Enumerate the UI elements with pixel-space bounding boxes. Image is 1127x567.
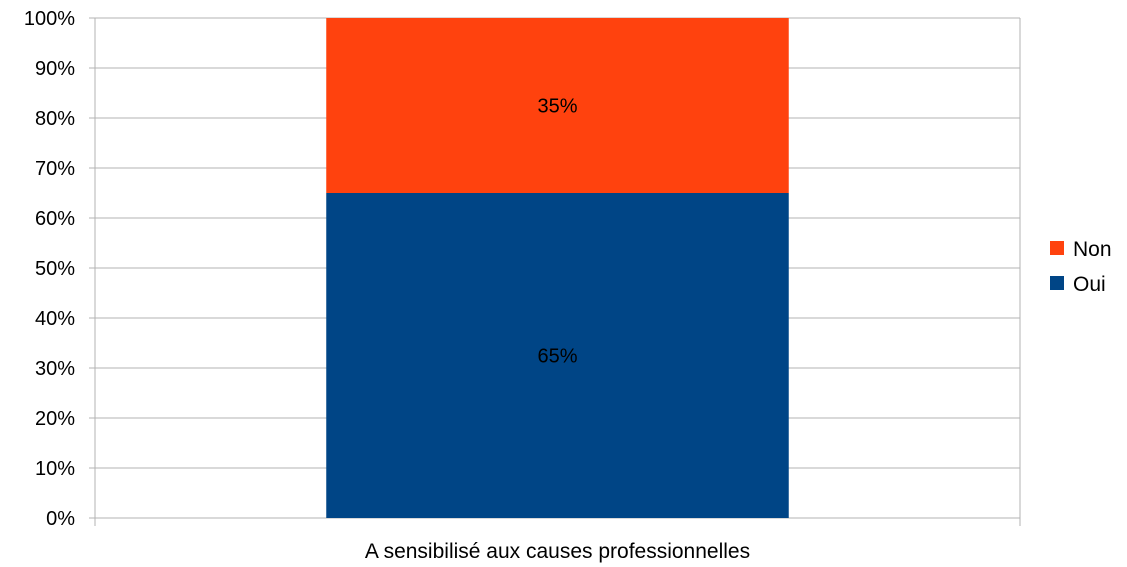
legend-swatch-non [1050, 241, 1064, 255]
y-tick-label: 0% [46, 508, 75, 530]
y-tick-label: 40% [35, 308, 75, 330]
data-labels: 65% 35% [537, 96, 577, 368]
y-tick-label: 50% [35, 258, 75, 280]
data-label-non: 35% [537, 96, 577, 118]
y-tick-label: 20% [35, 408, 75, 430]
bar-segment-non [326, 18, 789, 193]
legend-label-oui: Oui [1073, 273, 1106, 296]
y-tick-label: 60% [35, 208, 75, 230]
y-tick-labels: 0% 10% 20% 30% 40% 50% 60% 70% 80% 90% 100% [24, 8, 75, 530]
bars [326, 18, 789, 518]
legend-label-non: Non [1073, 238, 1112, 261]
y-tick-label: 30% [35, 358, 75, 380]
bar-segment-oui [326, 193, 789, 518]
legend: Non Oui [1050, 238, 1112, 296]
axes [89, 17, 1021, 526]
y-tick-label: 90% [35, 58, 75, 80]
y-tick-label: 10% [35, 458, 75, 480]
y-tick-label: 100% [24, 8, 75, 30]
legend-swatch-oui [1050, 276, 1064, 290]
y-tick-label: 80% [35, 108, 75, 130]
x-tick-labels: A sensibilisé aux causes professionnelle… [365, 540, 750, 563]
data-label-oui: 65% [537, 346, 577, 368]
x-tick-label: A sensibilisé aux causes professionnelle… [365, 540, 750, 563]
y-tick-label: 70% [35, 158, 75, 180]
